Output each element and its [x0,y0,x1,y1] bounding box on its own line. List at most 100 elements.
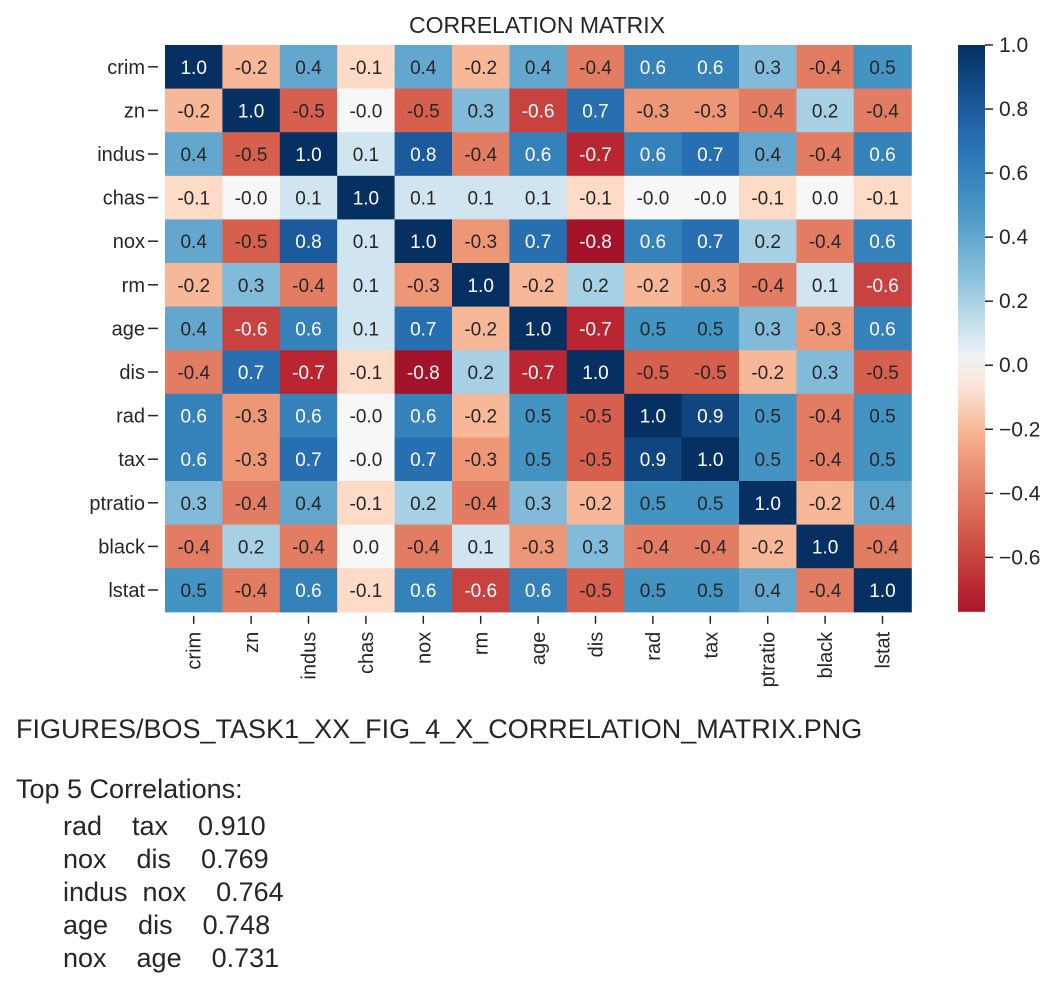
heatmap-cell [165,393,223,438]
cell-value-label: 1.0 [869,581,895,602]
column-label: tax [700,632,722,659]
heatmap-cell [165,306,223,351]
cell-value-label: 0.6 [180,407,206,428]
cell-value-label: 0.6 [640,58,666,79]
heatmap-cell [337,219,396,264]
cell-value-label: -0.4 [751,276,784,297]
heatmap-cell [624,45,683,90]
cell-value-label: 0.8 [410,145,436,166]
heatmap-cell [452,88,510,133]
cell-value-label: 0.4 [180,232,207,253]
heatmap-cell [222,437,281,482]
heatmap-cell [624,481,683,526]
cell-value-label: -0.5 [235,232,268,253]
heatmap-cell [165,219,223,264]
cell-value-label: -0.4 [809,58,842,79]
heatmap-cell [165,524,223,569]
heatmap-cell [165,175,223,220]
heatmap-cell [739,45,797,90]
heatmap-cell [337,350,396,395]
cell-value-label: 0.4 [754,581,781,602]
cell-value-label: -0.5 [235,145,268,166]
cell-value-label: 0.6 [869,232,895,253]
colorbar-tick-label: −0.6 [999,546,1040,569]
heatmap-cell [394,437,453,482]
cell-value-label: -0.3 [464,232,497,253]
cell-value-label: 0.6 [295,319,321,340]
heatmap-cell [394,524,453,569]
heatmap-cell [337,568,396,613]
cell-value-label: 1.0 [410,232,436,253]
cell-value-label: -0.1 [350,581,383,602]
cell-value-label: 0.5 [869,407,895,428]
cell-value-label: -0.1 [177,189,210,210]
cell-value-label: 0.0 [353,537,379,558]
heatmap-cell [681,524,740,569]
heatmap-cell [624,350,683,395]
heatmap-cell [624,263,683,308]
cell-value-label: 0.5 [640,494,666,515]
heatmap-cell [394,350,453,395]
cell-value-label: -0.4 [866,537,899,558]
heatmap-cell [452,306,510,351]
colorbar-tick-label: 0.6 [999,162,1028,185]
cell-value-label: 0.2 [238,537,264,558]
heatmap-cell [681,88,740,133]
cell-value-label: 0.5 [697,581,723,602]
cell-value-label: -0.4 [235,494,268,515]
heatmap-cell [452,219,510,264]
cell-value-label: -0.3 [235,450,268,471]
heatmap-cell [222,175,281,220]
colorbar-tick-label: −0.2 [999,418,1040,441]
cell-value-label: 0.3 [467,101,493,122]
heatmap-cell [853,568,912,613]
row-label: black [98,536,146,558]
cell-value-label: -0.4 [809,145,842,166]
heatmap-cell [222,568,281,613]
cell-value-label: 0.0 [812,189,838,210]
cell-value-label: 0.8 [295,232,321,253]
heatmap-cell [394,175,453,220]
heatmap-cell [624,568,683,613]
colorbar-gradient [958,45,985,612]
heatmap-cell [853,88,912,133]
cell-value-label: 0.4 [295,494,322,515]
heatmap-cell [165,481,223,526]
cell-value-label: 0.5 [754,450,780,471]
heatmap-cell [566,481,625,526]
cell-value-label: 0.3 [582,537,608,558]
heatmap-cell [337,263,396,308]
heatmap-cell [624,306,683,351]
cell-value-label: -0.3 [809,319,842,340]
top-correlations-list: rad tax 0.910 nox dis 0.769 indus nox 0.… [63,810,284,975]
heatmap-cell [739,524,797,569]
cell-value-label: -0.6 [866,276,899,297]
heatmap-cell [394,219,453,264]
heatmap-cell [279,568,338,613]
heatmap-cell [452,175,510,220]
cell-value-label: 0.6 [410,581,436,602]
cell-value-label: 0.6 [180,450,206,471]
cell-value-label: 0.6 [410,407,436,428]
cell-value-label: 0.1 [295,189,321,210]
cell-value-label: -0.1 [350,363,383,384]
heatmap-cell [566,306,625,351]
heatmap-cell [853,263,912,308]
heatmap-cell [739,175,797,220]
column-label: ptratio [758,632,780,688]
heatmap-cell [566,437,625,482]
cell-value-label: 0.3 [754,319,780,340]
heatmap-cell [796,45,855,90]
heatmap-cell [796,132,855,177]
heatmap-cell [165,45,223,90]
column-label: zn [241,632,263,653]
cell-value-label: 0.1 [353,232,379,253]
cell-value-label: 0.6 [295,581,321,602]
heatmap-cell [337,437,396,482]
cell-value-label: -0.4 [751,101,784,122]
cell-value-label: 0.7 [410,450,436,471]
cell-value-label: 0.5 [697,319,723,340]
cell-value-label: 0.7 [238,363,264,384]
heatmap-cell [853,45,912,90]
saved-figure-path: FIGURES/BOS_TASK1_XX_FIG_4_X_CORRELATION… [16,714,863,744]
